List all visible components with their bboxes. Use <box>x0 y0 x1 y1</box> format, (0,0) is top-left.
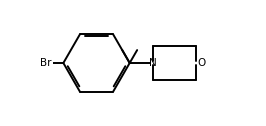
Text: N: N <box>149 58 157 68</box>
Text: Br: Br <box>40 58 51 68</box>
Text: O: O <box>198 58 206 68</box>
